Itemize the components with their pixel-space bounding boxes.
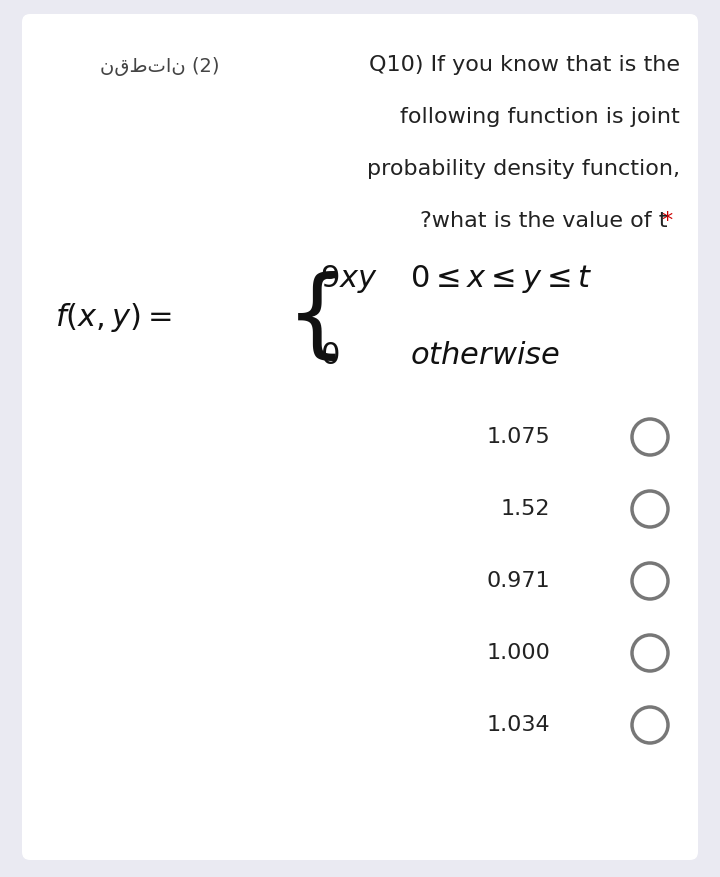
Text: 1.52: 1.52 [500, 499, 550, 519]
Text: 1.034: 1.034 [487, 715, 550, 735]
Text: نقطتان (2): نقطتان (2) [100, 57, 220, 76]
FancyBboxPatch shape [22, 14, 698, 860]
Text: Q10) If you know that is the: Q10) If you know that is the [369, 55, 680, 75]
Text: 1.000: 1.000 [486, 643, 550, 663]
Text: $\{$: $\{$ [285, 270, 337, 364]
Text: *: * [662, 211, 680, 231]
Text: following function is joint: following function is joint [400, 107, 680, 127]
Text: 0.971: 0.971 [487, 571, 550, 591]
Text: $f(x,y) =$: $f(x,y) =$ [55, 301, 171, 333]
Text: 1.075: 1.075 [486, 427, 550, 447]
Text: $0$: $0$ [320, 340, 339, 369]
Text: probability density function,: probability density function, [367, 159, 680, 179]
Text: $otherwise$: $otherwise$ [410, 340, 560, 369]
Text: ?what is the value of t: ?what is the value of t [420, 211, 668, 231]
Text: $9xy$: $9xy$ [320, 263, 378, 295]
Text: $0 \leq x \leq y \leq t$: $0 \leq x \leq y \leq t$ [410, 263, 593, 295]
